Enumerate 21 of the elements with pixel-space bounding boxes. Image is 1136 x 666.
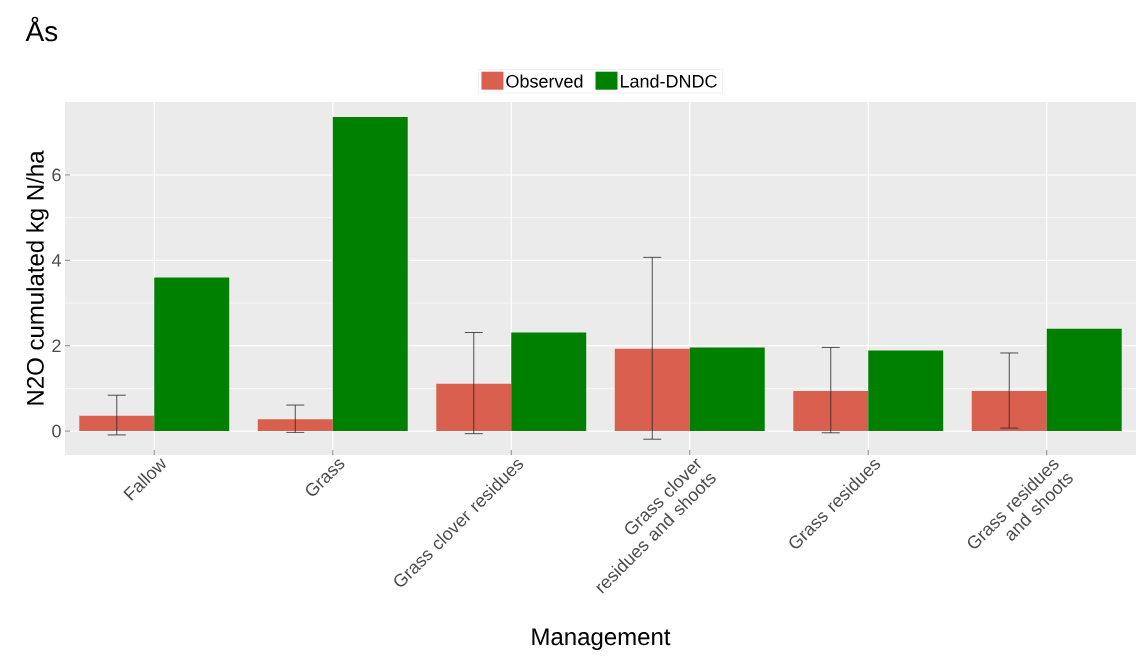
y-tick-label: 4	[51, 254, 61, 267]
bar	[257, 419, 333, 432]
bar	[793, 390, 869, 432]
chart-title: Ås	[25, 16, 58, 42]
y-tick-label: 2	[52, 339, 61, 352]
y-tick-label: 6	[52, 168, 61, 182]
y-axis-title: N2O cumulated kg N/ha	[26, 150, 49, 405]
bar	[511, 332, 587, 432]
bar	[79, 415, 155, 432]
bar	[971, 390, 1047, 432]
bar	[1046, 328, 1122, 432]
bar	[868, 350, 944, 432]
bar	[614, 348, 690, 432]
bar	[689, 347, 765, 432]
bar	[436, 383, 512, 432]
bar	[332, 116, 408, 432]
x-axis-title: Management	[532, 628, 671, 651]
legend-label: Observed	[506, 74, 583, 88]
legend-label: Land-DNDC	[620, 74, 717, 88]
bar	[154, 277, 230, 432]
y-tick-label: 0	[52, 424, 61, 438]
